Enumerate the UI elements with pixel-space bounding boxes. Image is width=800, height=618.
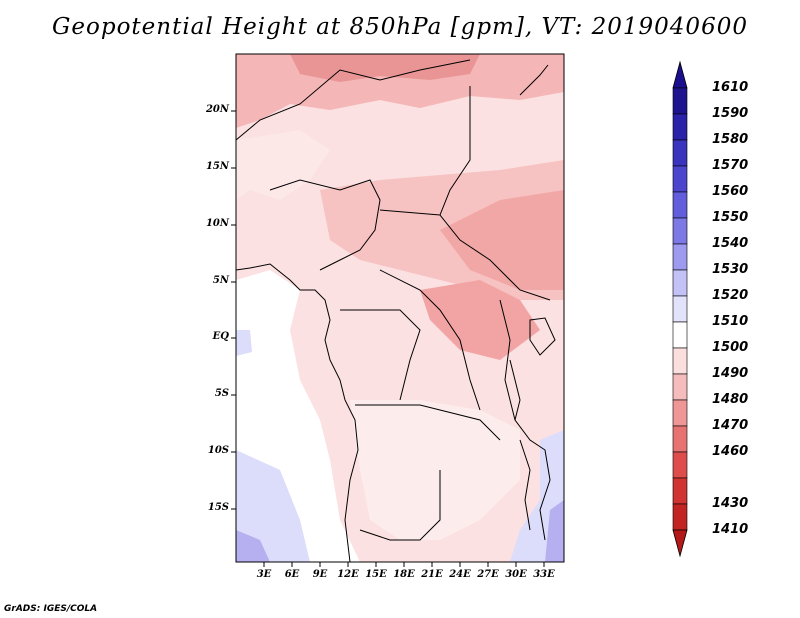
field-se-blue-dark xyxy=(545,500,564,562)
sudan-border xyxy=(439,86,551,301)
colorbar-label: 1460 xyxy=(712,444,749,459)
lon-label: 27E xyxy=(477,569,499,580)
chad-border xyxy=(379,209,441,216)
gabon-border xyxy=(340,309,421,401)
field-nw-light xyxy=(236,130,330,200)
colorbar-label: 1500 xyxy=(712,340,749,355)
lon-label: 21E xyxy=(421,569,443,580)
colorbar-label: 1590 xyxy=(712,106,749,121)
colorbar-bottom-arrow xyxy=(672,529,688,558)
field-gulf-blue xyxy=(236,330,252,356)
sahara-border xyxy=(236,59,471,141)
colorbar-label: 1550 xyxy=(712,210,749,225)
colorbar-segment xyxy=(672,87,688,115)
colorbar-segment xyxy=(672,295,688,323)
colorbar-segment xyxy=(672,425,688,453)
lat-label: 10N xyxy=(205,218,229,229)
height-field xyxy=(236,54,564,562)
lat-label: 15N xyxy=(205,161,229,172)
west-africa-border xyxy=(269,179,381,271)
lake-malawi xyxy=(519,439,531,531)
lon-label: 6E xyxy=(284,569,300,580)
colorbar-segment xyxy=(672,243,688,271)
lon-label: 15E xyxy=(365,569,387,580)
colorbar-segment xyxy=(672,399,688,427)
colorbar-segment xyxy=(672,269,688,297)
map-frame xyxy=(235,53,565,563)
lat-ticks xyxy=(231,110,236,510)
lon-ticks xyxy=(263,562,545,567)
colorbar-segment xyxy=(672,477,688,505)
lon-label: 3E xyxy=(256,569,272,580)
lake-tanganyika xyxy=(509,359,521,421)
colorbar-label: 1480 xyxy=(712,392,749,407)
colorbar-segment xyxy=(672,373,688,401)
colorbar xyxy=(672,60,688,558)
angola-border xyxy=(355,404,501,441)
borders xyxy=(236,59,556,562)
lat-label: EQ xyxy=(212,331,229,342)
congo-border xyxy=(379,269,481,411)
red-sea-coast xyxy=(519,64,549,96)
west-coastline xyxy=(236,263,359,562)
colorbar-segment xyxy=(672,191,688,219)
field-sw-blue-dark xyxy=(236,530,270,562)
colorbar-top-arrow xyxy=(672,60,688,89)
colorbar-segment xyxy=(672,113,688,141)
colorbar-label: 1570 xyxy=(712,158,749,173)
colorbar-label: 1530 xyxy=(712,262,749,277)
lat-label: 10S xyxy=(207,445,229,456)
field-east-core xyxy=(440,190,564,290)
field-sw-blue xyxy=(236,450,310,562)
colorbar-segment xyxy=(672,165,688,193)
colorbar-label: 1410 xyxy=(712,522,749,537)
lon-label: 12E xyxy=(337,569,359,580)
lat-label: 15S xyxy=(207,502,229,513)
colorbar-label: 1520 xyxy=(712,288,749,303)
lon-label: 33E xyxy=(533,569,555,580)
colorbar-label: 1430 xyxy=(712,496,749,511)
lat-label: 5N xyxy=(212,275,229,286)
colorbar-label: 1580 xyxy=(712,132,749,147)
map-title: Geopotential Height at 850hPa [gpm], VT:… xyxy=(52,14,748,40)
credit-footer: GrADS: IGES/COLA xyxy=(4,604,98,614)
colorbar-label: 1540 xyxy=(712,236,749,251)
lon-label: 30E xyxy=(505,569,527,580)
lon-label: 24E xyxy=(449,569,471,580)
field-south-pale xyxy=(350,400,520,540)
colorbar-label: 1510 xyxy=(712,314,749,329)
colorbar-segment xyxy=(672,347,688,375)
colorbar-segment xyxy=(672,503,688,531)
colorbar-label: 1610 xyxy=(712,80,749,95)
colorbar-segment xyxy=(672,321,688,349)
colorbar-segment xyxy=(672,139,688,167)
lon-label: 18E xyxy=(393,569,415,580)
east-border xyxy=(499,299,551,541)
namibia-border xyxy=(359,470,441,541)
lon-label: 9E xyxy=(312,569,328,580)
colorbar-segment xyxy=(672,451,688,479)
colorbar-label: 1490 xyxy=(712,366,749,381)
colorbar-segment xyxy=(672,217,688,245)
colorbar-label: 1470 xyxy=(712,418,749,433)
lake-victoria xyxy=(529,317,556,356)
lat-label: 20N xyxy=(205,104,229,115)
lat-label: 5S xyxy=(214,388,229,399)
colorbar-label: 1560 xyxy=(712,184,749,199)
field-north-core xyxy=(290,54,480,82)
